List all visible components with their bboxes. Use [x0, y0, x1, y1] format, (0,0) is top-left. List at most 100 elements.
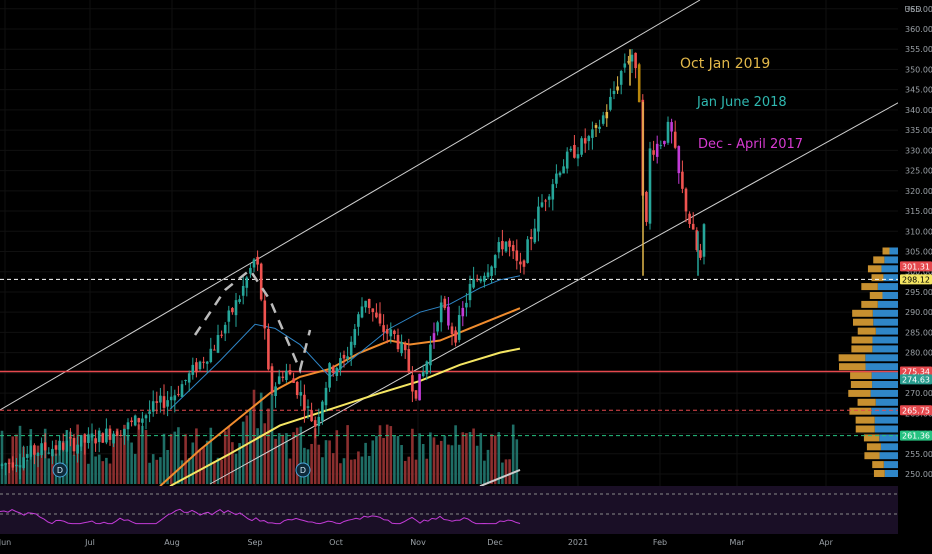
candle-body-134	[483, 275, 486, 282]
channel-upper	[0, 0, 701, 411]
volume-bar-100	[360, 456, 364, 484]
volume-bar-76	[274, 438, 277, 484]
time-tick-10: Apr	[819, 538, 834, 547]
volume-bar-33	[119, 437, 123, 484]
candle-body-172	[619, 71, 623, 85]
price-tick-310: 310.00	[905, 227, 932, 236]
price-label-1: 298.12	[902, 275, 930, 284]
volume-bar-29	[105, 457, 108, 484]
volume-bar-74	[267, 408, 270, 484]
dashed-pattern-drawings	[193, 268, 312, 374]
candle-body-169	[609, 96, 612, 110]
candle-body-96	[346, 356, 349, 359]
volume-bar-95	[342, 458, 346, 484]
time-tick-4: Oct	[329, 538, 343, 547]
volume-bar-53	[191, 442, 195, 484]
candle-body-118	[425, 361, 429, 375]
candle-body-165	[594, 125, 598, 128]
candle-body-86	[310, 410, 313, 422]
candle-body-175	[630, 54, 634, 62]
candle-body-1	[4, 463, 7, 465]
volume-bar-87	[313, 428, 317, 484]
price-tick-350: 350.00	[905, 65, 932, 74]
volume-bar-22	[79, 445, 83, 484]
profile-gold-261	[855, 425, 875, 433]
volume-bar-55	[198, 449, 202, 484]
volume-bar-0	[0, 430, 4, 484]
price-axis: 250.00255.00260.00265.00270.00275.00280.…	[898, 0, 932, 534]
candle-body-34	[123, 428, 126, 436]
volume-bar-123	[443, 435, 447, 484]
profile-blue-257	[880, 443, 898, 451]
candle-body-103	[371, 308, 375, 313]
price-label-bg-1	[900, 274, 932, 285]
candle-body-7	[25, 454, 29, 458]
profile-blue-274	[871, 372, 898, 380]
candle-body-174	[627, 61, 630, 63]
candle-body-4	[15, 464, 18, 467]
profile-blue-261	[874, 425, 898, 433]
price-label-bg-4	[900, 405, 932, 416]
ma-yellow	[169, 347, 521, 488]
candle-body-93	[335, 367, 339, 376]
volume-bar-114	[411, 428, 414, 484]
candle-body-48	[173, 395, 177, 401]
volume-bar-107	[385, 424, 389, 484]
candle-body-33	[119, 434, 123, 436]
profile-blue-294	[882, 292, 898, 299]
volume-bar-56	[202, 447, 205, 484]
candle-body-81	[292, 378, 295, 383]
candle-body-119	[429, 344, 432, 366]
volume-bar-78	[281, 434, 285, 484]
rsi-panel: 75.0050.00	[0, 486, 928, 534]
volume-bar-75	[270, 393, 274, 484]
price-label-4: 265.75	[902, 406, 930, 415]
volume-bar-102	[367, 455, 371, 484]
volume-bar-46	[166, 449, 169, 484]
candle-body-76	[274, 386, 277, 397]
candle-body-116	[418, 373, 421, 401]
time-tick-6: Dec	[487, 538, 502, 547]
candle-body-22	[79, 434, 83, 447]
volume-bar-108	[389, 426, 393, 484]
volume-bar-129	[465, 433, 468, 484]
volume-bar-37	[133, 453, 137, 484]
volume-bar-41	[148, 462, 151, 484]
candle-body-150	[540, 202, 544, 207]
time-tick-8: Feb	[653, 538, 667, 547]
price-tick-355: 355.00	[905, 45, 932, 54]
candle-body-31	[112, 433, 115, 444]
candle-body-97	[349, 341, 353, 356]
profile-gold-301	[867, 265, 882, 273]
candle-body-65	[234, 300, 238, 316]
candle-body-137	[493, 255, 497, 268]
chart-annotations: Oct Jan 2019 Jan June 2018 Dec - April 201…	[680, 56, 803, 152]
candle-body-40	[144, 415, 148, 419]
candle-body-72	[259, 263, 263, 300]
candle-body-95	[342, 354, 346, 359]
candle-body-29	[105, 428, 108, 443]
ma-grey	[479, 469, 521, 488]
profile-blue-252	[883, 461, 898, 469]
volume-bar-119	[429, 432, 432, 484]
volume-bar-91	[328, 440, 331, 484]
price-tick-290: 290.00	[905, 308, 932, 317]
candle-body-38	[137, 418, 141, 423]
candle-body-164	[591, 129, 594, 138]
volume-bar-127	[457, 444, 461, 484]
candle-body-74	[267, 328, 270, 370]
volume-bar-31	[112, 436, 115, 484]
volume-bar-26	[94, 456, 97, 484]
candle-body-151	[544, 200, 547, 202]
event-marker-label-1: D	[300, 466, 306, 475]
profile-gold-305	[882, 247, 890, 255]
candle-body-162	[583, 138, 587, 144]
candle-body-179	[645, 191, 648, 222]
candle-body-70	[252, 259, 256, 268]
candle-body-64	[231, 308, 234, 313]
candle-body-25	[90, 434, 94, 438]
profile-gold-274	[850, 372, 872, 380]
candle-body-90	[324, 387, 328, 406]
volume-bar-64	[231, 442, 234, 484]
